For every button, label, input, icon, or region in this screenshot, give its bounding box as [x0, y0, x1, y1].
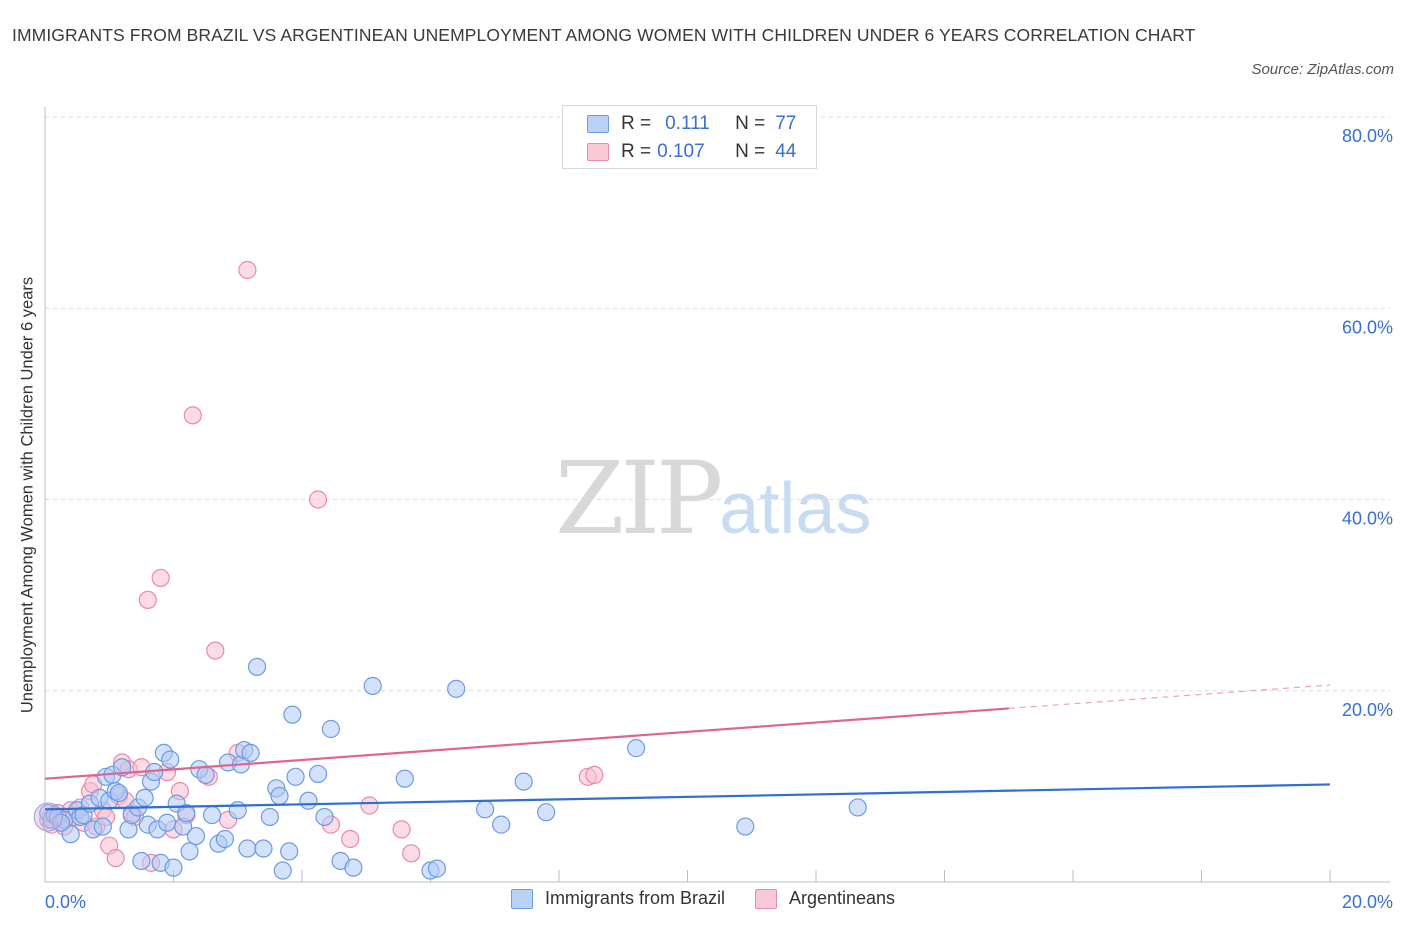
brazil-point [270, 786, 289, 806]
argentineans-swatch [587, 143, 609, 161]
argentineans-point [238, 260, 257, 280]
brazil-point [109, 783, 128, 803]
source-credit: Source: ZipAtlas.com [1251, 61, 1394, 78]
brazil-point [180, 842, 199, 861]
brazil-n-value: 77 [775, 113, 797, 134]
brazil-point [427, 859, 447, 878]
brazil-point [280, 842, 299, 861]
brazil-point [395, 769, 414, 788]
brazil-point [492, 815, 511, 834]
brazil-trend-line [44, 783, 1331, 811]
y-tick-label: 80.0% [1342, 126, 1393, 146]
legend-item-brazil: Immigrants from Brazil [510, 888, 725, 909]
argentineans-r-value: 0.107 [657, 141, 705, 162]
y-tick-label: 40.0% [1342, 509, 1393, 529]
correlation-legend: R = 0.111 N = 77 R = 0.107 N = 44 [562, 105, 817, 169]
brazil-point [228, 801, 247, 820]
argentineans-n-value: 44 [775, 141, 797, 162]
argentineans-point [183, 406, 202, 425]
n-label: N = [735, 141, 766, 162]
argentineans-legend-label: Argentineans [788, 888, 896, 908]
watermark: ZIPatlas [555, 440, 871, 557]
brazil-point [308, 764, 328, 784]
argentineans-point [308, 490, 328, 509]
brazil-point [135, 788, 154, 807]
brazil-swatch [587, 115, 609, 133]
brazil-point [299, 791, 318, 810]
brazil-point [321, 719, 341, 739]
brazil-point [363, 676, 382, 696]
legend-item-argentineans: Argentineans [754, 888, 896, 909]
argentineans-point [341, 829, 360, 849]
brazil-point [736, 817, 755, 836]
brazil-point [186, 826, 206, 846]
brazil-point [476, 800, 495, 819]
r-label: R = [621, 141, 652, 162]
brazil-point [132, 851, 151, 871]
argentineans-trend-line [44, 707, 1009, 780]
argentineans-point [106, 848, 125, 868]
r-label: R = [621, 113, 652, 134]
brazil-legend-label: Immigrants from Brazil [544, 888, 725, 908]
brazil-point [177, 804, 196, 823]
brazil-point [238, 839, 257, 858]
brazil-point [315, 807, 334, 827]
argentineans-legend-swatch [754, 888, 777, 909]
y-tick-label: 20.0% [1342, 700, 1393, 720]
brazil-point [161, 750, 180, 769]
brazil-point [447, 679, 466, 698]
legend-row-argentineans: R = 0.107 N = 44 [587, 139, 796, 165]
brazil-r-value: 0.111 [665, 113, 710, 134]
argentineans-point [151, 568, 170, 588]
brazil-point [241, 743, 260, 763]
argentineans-point [402, 844, 421, 863]
argentineans-trend-extension [1008, 684, 1331, 710]
argentineans-point [392, 820, 411, 839]
argentineans-point [360, 796, 379, 815]
cluster-point [33, 802, 63, 832]
brazil-point [202, 805, 222, 825]
brazil-point [286, 767, 305, 786]
brazil-point [247, 657, 267, 676]
legend-row-brazil: R = 0.111 N = 77 [587, 111, 796, 137]
brazil-point [514, 772, 533, 791]
argentineans-point [206, 641, 225, 660]
brazil-point [344, 858, 363, 877]
brazil-point [273, 861, 292, 880]
n-label: N = [735, 113, 766, 134]
series-legend: Immigrants from Brazil Argentineans [0, 888, 1406, 909]
brazil-point [254, 839, 273, 858]
argentineans-point [585, 765, 604, 785]
brazil-point [848, 798, 867, 817]
brazil-point [112, 758, 132, 777]
x-tick-label: 20.0% [1342, 892, 1393, 912]
watermark-zip: ZIP [555, 440, 723, 557]
brazil-point [196, 765, 215, 785]
x-tick-label: 0.0% [45, 892, 86, 912]
brazil-point [537, 803, 556, 822]
argentineans-point [138, 590, 157, 610]
brazil-legend-swatch [510, 888, 533, 909]
brazil-point [283, 705, 302, 724]
brazil-point [215, 829, 234, 849]
chart-title: IMMIGRANTS FROM BRAZIL VS ARGENTINEAN UN… [12, 25, 1196, 45]
y-axis-label: Unemployment Among Women with Children U… [18, 276, 37, 714]
brazil-point [626, 739, 646, 758]
brazil-point [164, 858, 183, 877]
brazil-point [93, 817, 112, 836]
watermark-atlas: atlas [719, 469, 872, 549]
brazil-point [260, 807, 279, 827]
y-tick-label: 60.0% [1342, 317, 1393, 337]
brazil-point [157, 813, 177, 832]
